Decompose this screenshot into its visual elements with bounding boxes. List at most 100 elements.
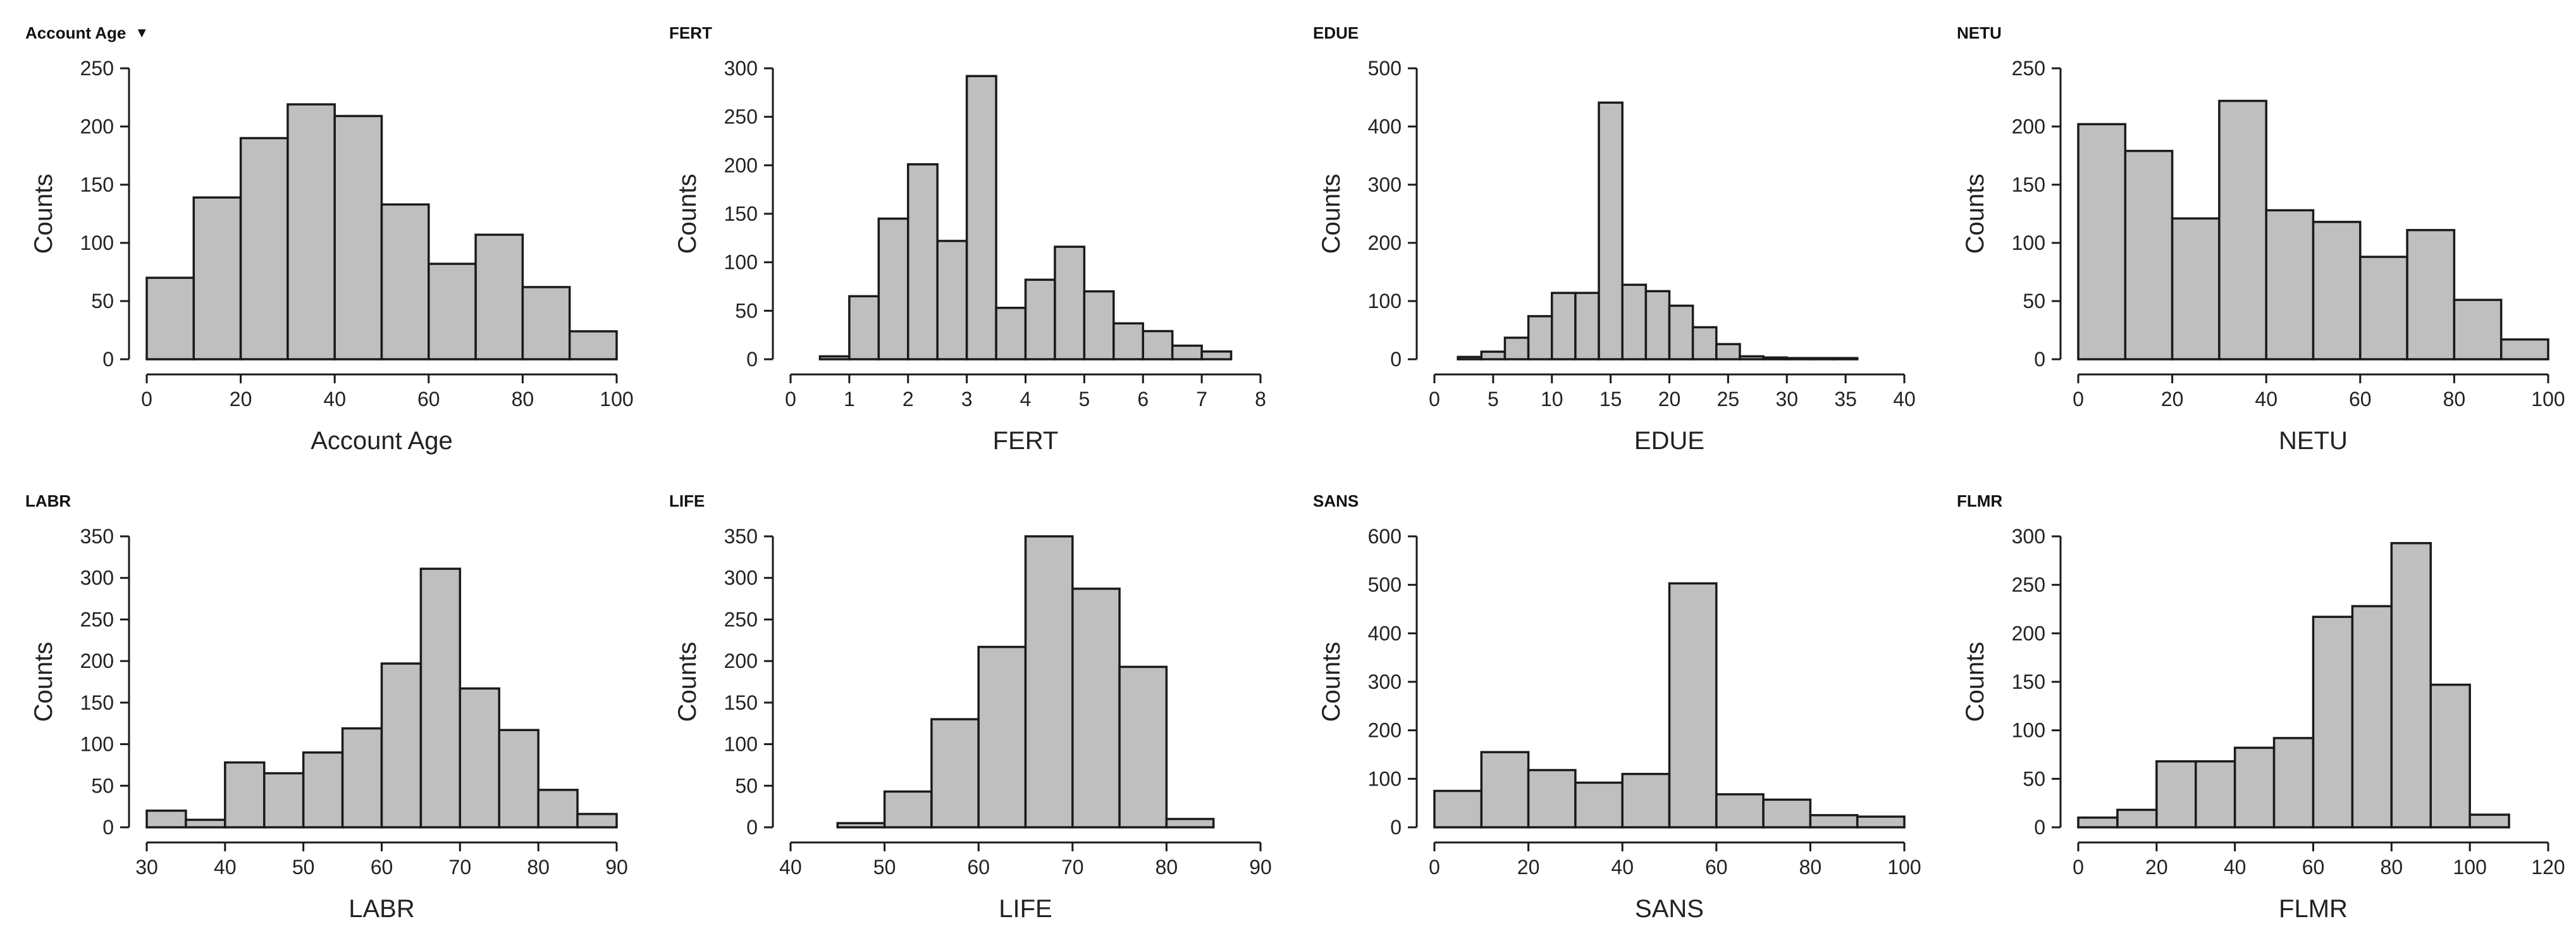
histogram-bar — [1083, 290, 1115, 361]
histogram-bar — [1668, 582, 1718, 829]
x-tick-label: 100 — [2531, 388, 2565, 410]
y-tick-label: 150 — [80, 691, 114, 714]
y-tick-label: 100 — [1368, 767, 1402, 790]
histogram-bar — [1024, 535, 1074, 829]
x-tick-label: 35 — [1834, 388, 1857, 410]
x-tick-label: 8 — [1255, 388, 1266, 410]
x-tick-label: 40 — [2224, 856, 2246, 879]
histogram-bar — [1118, 665, 1168, 829]
histogram-bar — [1856, 815, 1906, 829]
y-tick-label: 600 — [1368, 525, 1402, 548]
panel-header: EDUE — [1313, 22, 1359, 44]
histogram-bar — [341, 727, 383, 829]
panel-title: Account Age — [25, 23, 126, 42]
histogram-bar — [2312, 221, 2362, 361]
y-axis-label: Counts — [674, 642, 701, 722]
y-tick-label: 0 — [1390, 348, 1402, 371]
panel-netu: NETU 0 50 100 150 200 250 0 20 40 60 80 100 NETU Coun… — [1932, 0, 2575, 468]
panel-title: LIFE — [669, 491, 705, 510]
x-tick-label: 80 — [2443, 388, 2466, 410]
histogram-bar — [965, 75, 997, 361]
panel-title: LABR — [25, 491, 71, 510]
x-tick-label: 70 — [449, 856, 472, 879]
panel-header: LIFE — [669, 490, 705, 512]
histogram-bar — [2233, 746, 2276, 829]
histogram-bar — [2359, 256, 2408, 361]
panel-title: SANS — [1313, 491, 1359, 510]
histogram-bar — [1644, 290, 1671, 361]
x-tick-label: 0 — [1429, 388, 1440, 410]
y-tick-label: 500 — [1368, 574, 1402, 596]
panel-title: NETU — [1957, 23, 2002, 42]
histogram-flmr: 0 50 100 150 200 250 300 0 20 40 60 80 100 120 FLMR Cou… — [1961, 525, 2565, 923]
histogram-bar — [2272, 737, 2315, 829]
histogram-bar — [145, 809, 187, 829]
histogram-bar — [1785, 357, 1812, 361]
panel-header: FLMR — [1957, 490, 2002, 512]
y-tick-label: 50 — [735, 774, 758, 797]
histogram-bar — [2218, 99, 2267, 361]
x-axis-label: EDUE — [1634, 427, 1704, 455]
x-tick-label: 25 — [1717, 388, 1740, 410]
panel-header: FERT — [669, 22, 712, 44]
histogram-bar — [2116, 808, 2158, 829]
y-tick-label: 250 — [2012, 57, 2045, 80]
x-tick-label: 20 — [1658, 388, 1681, 410]
y-tick-label: 100 — [2012, 719, 2045, 742]
histogram-bar — [1598, 101, 1624, 361]
y-tick-label: 200 — [2012, 622, 2045, 645]
histogram-bar — [2171, 217, 2221, 361]
histogram-bar — [1574, 292, 1600, 361]
x-axis-label: FERT — [993, 427, 1059, 455]
x-tick-label: 60 — [371, 856, 393, 879]
x-tick-label: 2 — [903, 388, 914, 410]
panel-header[interactable]: Account Age ▼ — [25, 22, 149, 44]
histogram-bar — [1809, 814, 1859, 829]
histogram-bar — [2468, 813, 2510, 829]
histogram-bar — [1762, 356, 1788, 361]
histogram-bar — [2390, 541, 2432, 829]
x-tick-label: 10 — [1541, 388, 1563, 410]
y-tick-label: 50 — [2023, 290, 2045, 312]
y-tick-label: 100 — [724, 251, 758, 274]
histogram-bar — [1762, 798, 1812, 829]
y-tick-label: 200 — [80, 650, 114, 672]
histogram-bar — [380, 662, 422, 829]
y-tick-label: 350 — [80, 525, 114, 548]
panel-header: LABR — [25, 490, 71, 512]
x-axis-label: LIFE — [999, 895, 1052, 923]
x-tick-label: 20 — [1517, 856, 1540, 879]
histogram-bar — [2406, 229, 2456, 361]
histogram-bar — [1142, 330, 1174, 361]
y-tick-label: 250 — [80, 608, 114, 631]
histogram-bar — [1200, 350, 1233, 361]
histogram-bar — [836, 822, 886, 829]
x-tick-label: 80 — [527, 856, 550, 879]
y-tick-label: 150 — [2012, 670, 2045, 693]
y-tick-label: 100 — [80, 733, 114, 756]
x-tick-label: 100 — [1887, 856, 1921, 879]
dropdown-triangle-icon[interactable]: ▼ — [135, 25, 149, 40]
y-tick-label: 50 — [91, 774, 114, 797]
y-tick-label: 200 — [724, 154, 758, 176]
panel-edue: EDUE 0 100 200 300 400 500 0 5 10 15 20 25 30 35 40 EDU… — [1288, 0, 1932, 468]
y-tick-label: 300 — [724, 567, 758, 589]
panel-header: SANS — [1313, 490, 1359, 512]
x-tick-label: 60 — [417, 388, 440, 410]
histogram-bar — [263, 772, 305, 829]
x-tick-label: 40 — [323, 388, 346, 410]
y-tick-label: 300 — [1368, 173, 1402, 196]
x-tick-label: 100 — [2453, 856, 2486, 879]
y-tick-label: 0 — [746, 348, 758, 371]
y-tick-label: 300 — [724, 57, 758, 80]
x-tick-label: 20 — [2161, 388, 2184, 410]
y-tick-label: 100 — [724, 733, 758, 756]
histogram-fert: 0 50 100 150 200 250 300 0 1 2 3 4 5 6 7 8 FERT Counts — [674, 57, 1266, 455]
histogram-bar — [1024, 278, 1056, 361]
histogram-bar — [537, 789, 579, 829]
x-tick-label: 0 — [2073, 388, 2084, 410]
x-tick-label: 3 — [961, 388, 973, 410]
x-tick-label: 5 — [1078, 388, 1090, 410]
y-axis-label: Counts — [1961, 174, 1989, 254]
